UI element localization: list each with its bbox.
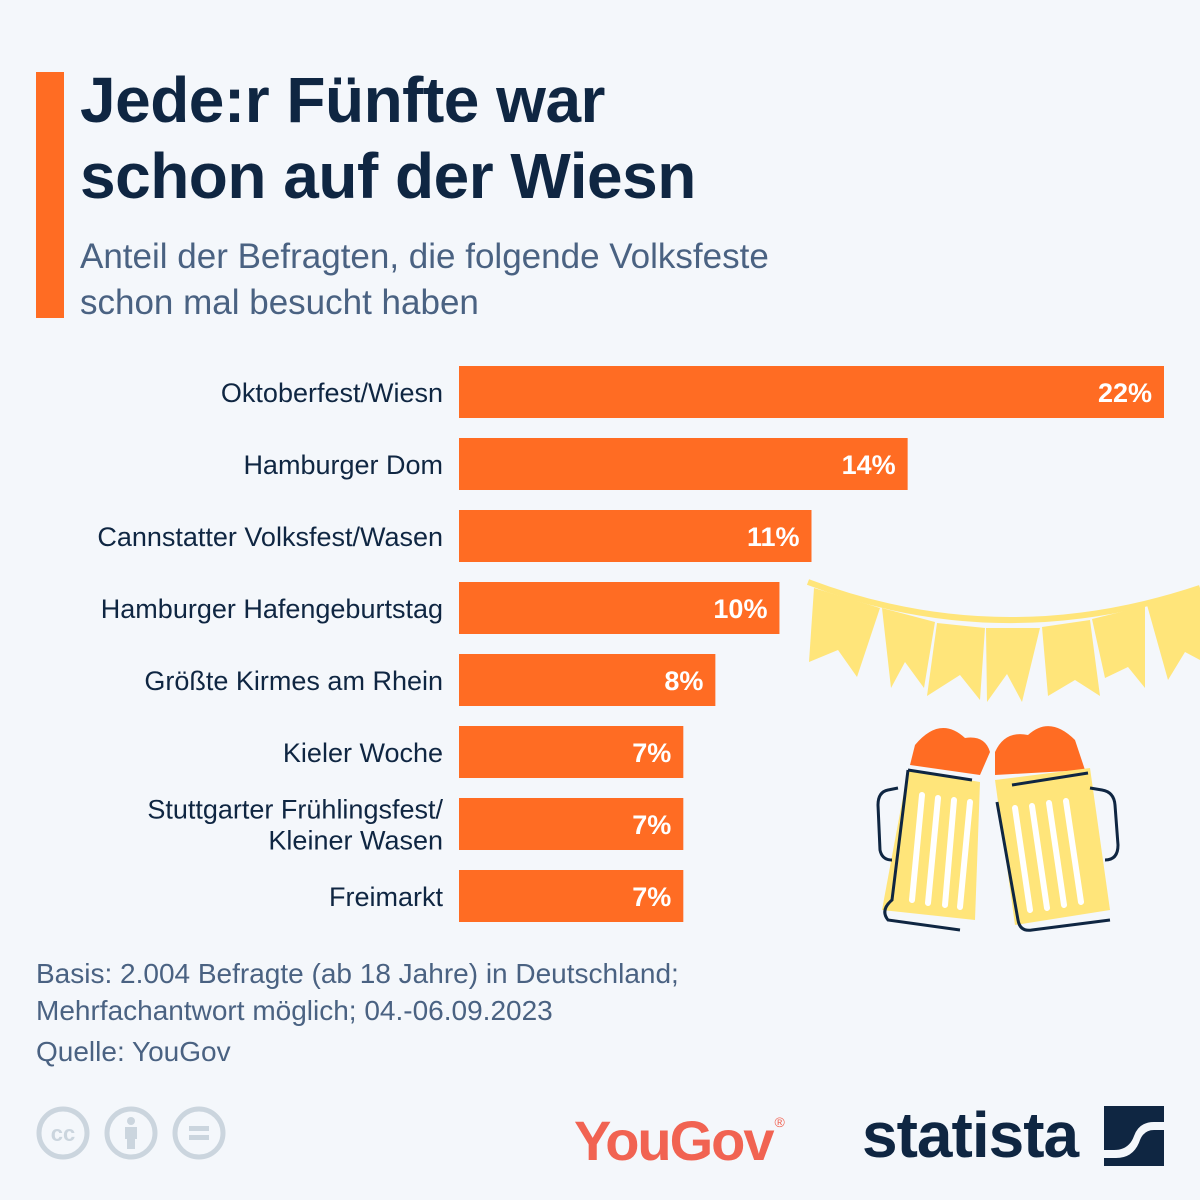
left-beer-mug-icon bbox=[876, 728, 990, 932]
bar-0 bbox=[459, 366, 1164, 418]
title-line-1: Jede:r Fünfte war bbox=[80, 64, 605, 136]
bar-chart: 22% Oktoberfest/Wiesn 14% Hamburger Dom 11% C… bbox=[97, 366, 1164, 922]
category-label-3: Hamburger Hafengeburtstag bbox=[101, 594, 443, 624]
bar-7 bbox=[459, 870, 684, 922]
subtitle-line-2: schon mal besucht haben bbox=[80, 283, 479, 322]
data-label-1: 14% bbox=[842, 450, 896, 480]
statista-logo[interactable]: statista bbox=[862, 1099, 1079, 1171]
category-label-6: Stuttgarter Frühlingsfest/Kleiner Wasen bbox=[147, 795, 443, 856]
category-label-4: Größte Kirmes am Rhein bbox=[144, 666, 443, 696]
chart-title: Jede:r Fünfte war schon auf der Wiesn bbox=[80, 62, 1080, 214]
beer-mugs-illustration bbox=[806, 579, 1200, 932]
data-label-7: 7% bbox=[632, 882, 671, 912]
category-label-line: Kieler Woche bbox=[283, 738, 443, 768]
no-derivatives-icon[interactable] bbox=[172, 1106, 226, 1160]
category-label-line: Hamburger Dom bbox=[243, 450, 443, 480]
data-label-6: 7% bbox=[632, 810, 671, 840]
cc-icon[interactable]: cc bbox=[36, 1106, 90, 1160]
note-line-1: Basis: 2.004 Befragte (ab 18 Jahre) in D… bbox=[36, 958, 679, 989]
data-label-4: 8% bbox=[664, 666, 703, 696]
right-beer-mug-icon bbox=[995, 726, 1120, 932]
source-text: Quelle: YouGov bbox=[36, 1036, 231, 1067]
subtitle-line-1: Anteil der Befragten, die folgende Volks… bbox=[80, 237, 769, 276]
yougov-logo[interactable]: YouGov ® bbox=[574, 1108, 785, 1173]
category-label-line: Oktoberfest/Wiesn bbox=[221, 378, 443, 408]
category-label-1: Hamburger Dom bbox=[243, 450, 443, 480]
category-label-line: Kleiner Wasen bbox=[268, 826, 443, 856]
bar-1 bbox=[459, 438, 908, 490]
category-label-line: Stuttgarter Frühlingsfest/ bbox=[147, 795, 443, 825]
note-line-2: Mehrfachantwort möglich; 04.-06.09.2023 bbox=[36, 995, 553, 1026]
survey-note: Basis: 2.004 Befragte (ab 18 Jahre) in D… bbox=[36, 955, 936, 1029]
yougov-logo-text: YouGov bbox=[574, 1109, 775, 1172]
category-label-5: Kieler Woche bbox=[283, 738, 443, 768]
data-label-5: 7% bbox=[632, 738, 671, 768]
bunting-icon bbox=[806, 579, 1200, 702]
license-icons: cc bbox=[36, 1106, 226, 1160]
bar-6 bbox=[459, 798, 684, 850]
svg-text:cc: cc bbox=[51, 1121, 75, 1146]
bar-2 bbox=[459, 510, 812, 562]
attribution-icon[interactable] bbox=[104, 1106, 158, 1160]
bar-5 bbox=[459, 726, 684, 778]
title-accent-bar bbox=[36, 72, 64, 318]
data-label-2: 11% bbox=[747, 522, 800, 552]
category-label-line: Cannstatter Volksfest/Wasen bbox=[97, 522, 443, 552]
bar-4 bbox=[459, 654, 716, 706]
statista-logo-icon[interactable] bbox=[1104, 1106, 1164, 1166]
data-label-0: 22% bbox=[1098, 378, 1152, 408]
bar-3 bbox=[459, 582, 780, 634]
category-label-7: Freimarkt bbox=[329, 882, 443, 912]
category-label-line: Größte Kirmes am Rhein bbox=[144, 666, 443, 696]
title-line-2: schon auf der Wiesn bbox=[80, 140, 696, 212]
category-label-line: Hamburger Hafengeburtstag bbox=[101, 594, 443, 624]
category-label-2: Cannstatter Volksfest/Wasen bbox=[97, 522, 443, 552]
category-label-0: Oktoberfest/Wiesn bbox=[221, 378, 443, 408]
category-label-line: Freimarkt bbox=[329, 882, 443, 912]
registered-mark: ® bbox=[774, 1114, 785, 1130]
data-label-3: 10% bbox=[713, 594, 767, 624]
chart-subtitle: Anteil der Befragten, die folgende Volks… bbox=[80, 234, 980, 326]
